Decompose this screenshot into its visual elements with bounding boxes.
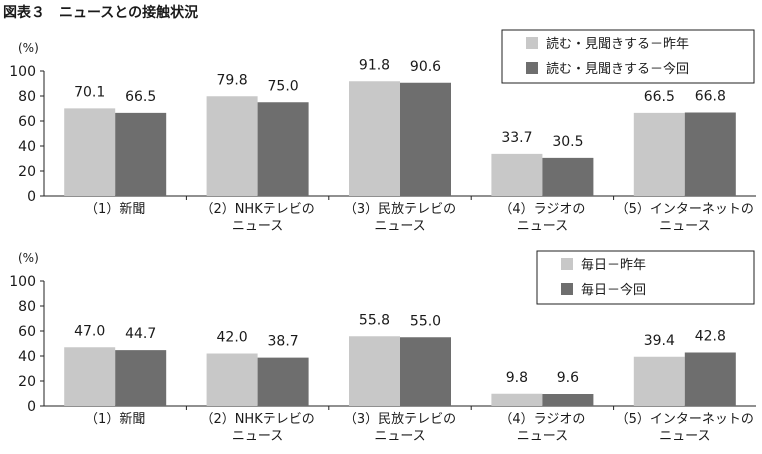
legend-label: 毎日－昨年 bbox=[581, 257, 646, 273]
data-label: 70.1 bbox=[74, 84, 105, 100]
bar bbox=[400, 82, 451, 196]
y-tick-label: 20 bbox=[18, 164, 36, 180]
legend-swatch bbox=[526, 37, 538, 49]
category-label: ニュース bbox=[374, 219, 425, 234]
category-label: （3）民放テレビの bbox=[344, 412, 456, 427]
y-tick-label: 20 bbox=[18, 374, 36, 390]
data-label: 33.7 bbox=[501, 130, 532, 146]
bar bbox=[349, 336, 400, 406]
bar bbox=[491, 393, 543, 406]
data-label: 47.0 bbox=[74, 323, 105, 339]
bar bbox=[115, 112, 167, 196]
y-tick-label: 100 bbox=[9, 274, 36, 290]
y-tick-label: 0 bbox=[27, 399, 36, 415]
data-label: 44.7 bbox=[125, 326, 156, 342]
bar bbox=[542, 157, 594, 196]
data-label: 66.5 bbox=[644, 89, 675, 105]
figure-title: 図表３ ニュースとの接触状況 bbox=[3, 4, 198, 21]
bar bbox=[542, 394, 594, 406]
data-label: 55.8 bbox=[359, 312, 390, 328]
bar bbox=[115, 350, 167, 406]
data-label: 30.5 bbox=[552, 134, 583, 150]
category-label: ニュース bbox=[374, 429, 425, 444]
legend-label: 読む・見聞きする－昨年 bbox=[546, 36, 689, 52]
legend-label: 読む・見聞きする－今回 bbox=[546, 61, 689, 77]
category-label: （1）新聞 bbox=[85, 411, 145, 427]
legend-box bbox=[501, 29, 755, 84]
bar bbox=[684, 112, 736, 196]
category-label: （3）民放テレビの bbox=[344, 202, 456, 217]
category-label: ニュース bbox=[517, 219, 568, 234]
data-label: 66.8 bbox=[695, 89, 726, 105]
y-tick-label: 60 bbox=[18, 324, 36, 340]
bar bbox=[64, 108, 116, 196]
category-label: （2）NHKテレビの bbox=[200, 202, 314, 217]
bar bbox=[64, 347, 116, 406]
data-label: 9.6 bbox=[557, 370, 579, 386]
category-label: （5）インターネットの bbox=[616, 202, 754, 217]
category-label: ニュース bbox=[659, 219, 710, 234]
data-label: 39.4 bbox=[644, 333, 675, 349]
bar bbox=[257, 357, 309, 406]
bar bbox=[633, 112, 685, 196]
data-label: 9.8 bbox=[506, 370, 528, 386]
legend-swatch bbox=[526, 62, 538, 74]
chart-panel-daily: (%) 0 20 40 60 80 100 47.0 44.7 （1）新聞 42.0 38.7 （2）N… bbox=[9, 250, 756, 444]
y-tick-label: 80 bbox=[18, 89, 36, 105]
data-label: 75.0 bbox=[268, 78, 299, 94]
legend-swatch bbox=[561, 258, 573, 270]
data-label: 79.8 bbox=[217, 72, 248, 88]
data-label: 55.0 bbox=[410, 313, 441, 329]
category-label: ニュース bbox=[232, 429, 283, 444]
bar bbox=[257, 102, 309, 196]
bar bbox=[206, 96, 258, 196]
bar bbox=[633, 356, 685, 406]
legend-box bbox=[536, 250, 755, 305]
y-tick-label: 100 bbox=[9, 64, 36, 80]
category-label: ニュース bbox=[232, 219, 283, 234]
y-axis-label: (%) bbox=[18, 41, 39, 55]
category-label: （1）新聞 bbox=[85, 201, 145, 217]
bar bbox=[349, 81, 400, 196]
data-label: 42.0 bbox=[217, 330, 248, 346]
data-label: 42.8 bbox=[695, 329, 726, 345]
chart-panel-read: (%) 0 20 40 60 80 100 70.1 66.5 （1）新聞 79.8 75.0 （2）N… bbox=[9, 29, 756, 234]
category-label: （4）ラジオの bbox=[499, 412, 585, 427]
category-label: ニュース bbox=[517, 429, 568, 444]
bar bbox=[491, 153, 543, 196]
y-tick-label: 40 bbox=[18, 349, 36, 365]
data-label: 91.8 bbox=[359, 57, 390, 73]
bar bbox=[684, 352, 736, 406]
data-label: 90.6 bbox=[410, 59, 441, 75]
category-label: ニュース bbox=[659, 429, 710, 444]
y-tick-label: 0 bbox=[27, 189, 36, 205]
bar bbox=[400, 337, 451, 406]
y-tick-label: 60 bbox=[18, 114, 36, 130]
legend-label: 毎日－今回 bbox=[581, 282, 646, 298]
legend-swatch bbox=[561, 283, 573, 295]
data-label: 38.7 bbox=[268, 334, 299, 350]
y-axis-label: (%) bbox=[18, 251, 39, 265]
category-label: （5）インターネットの bbox=[616, 412, 754, 427]
y-tick-label: 80 bbox=[18, 299, 36, 315]
bar bbox=[206, 353, 258, 406]
category-label: （2）NHKテレビの bbox=[200, 412, 314, 427]
category-label: （4）ラジオの bbox=[499, 202, 585, 217]
data-label: 66.5 bbox=[125, 89, 156, 105]
y-tick-label: 40 bbox=[18, 139, 36, 155]
